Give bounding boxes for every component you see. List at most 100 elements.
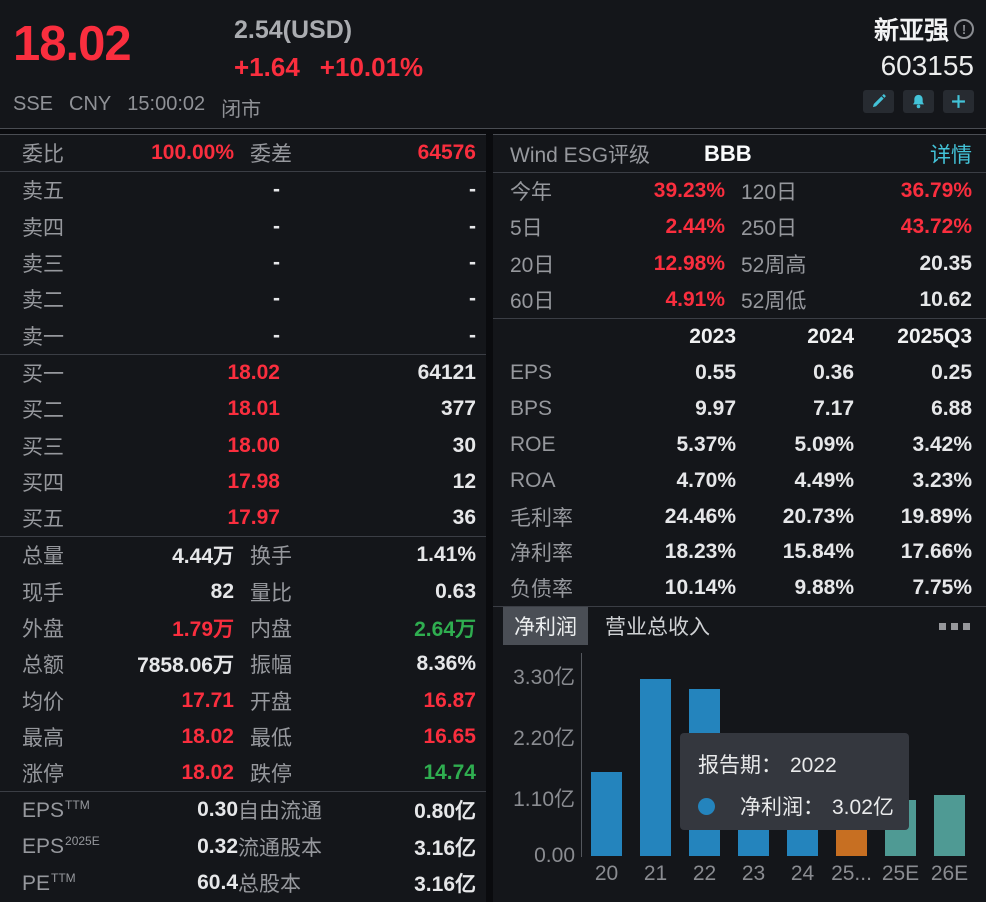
pencil-icon (872, 94, 886, 108)
stat-row: 现手 82 量比 0.63 (0, 574, 486, 610)
bell-icon (913, 94, 924, 109)
bid-volume[interactable]: 36 (452, 506, 476, 530)
edit-button[interactable] (863, 90, 894, 113)
bid-volume[interactable]: 377 (440, 397, 476, 421)
bar-slot (631, 653, 680, 857)
quote-time: 15:00:02 (127, 93, 206, 115)
analytics-panel: Wind ESG评级 BBB 详情 今年 39.23% 120日 36.79% 5日 2.… (493, 134, 986, 902)
bid-level-label: 买一 (22, 362, 64, 386)
metric-value: 60.4 (197, 871, 238, 895)
stat-label: 跌停 (250, 763, 292, 787)
ask-volume[interactable]: - (469, 323, 476, 347)
stat-label: 外盘 (22, 618, 64, 641)
stock-name: 新亚强 (873, 17, 949, 45)
ask-level-label: 卖一 (22, 325, 64, 349)
stat-row: 外盘 1.79万 内盘 2.64万 (0, 610, 486, 646)
ask-price[interactable]: - (273, 287, 280, 311)
add-button[interactable] (943, 90, 974, 113)
financials-row: 负债率 10.14% 9.88% 7.75% (493, 570, 986, 606)
ask-volume[interactable]: - (469, 251, 476, 275)
tab-total-revenue[interactable]: 营业总收入 (605, 616, 710, 640)
period-return: 2.44% (665, 215, 725, 239)
stat-row: 最高 18.02 最低 16.65 (0, 719, 486, 755)
y-axis-tick-label: 1.10亿 (513, 788, 575, 812)
stat-value: 2.64万 (414, 618, 476, 641)
financial-metric-value: 9.97 (695, 396, 736, 420)
divider (493, 318, 986, 320)
financial-metric-value: 18.23% (664, 540, 736, 564)
bid-price[interactable]: 18.00 (227, 433, 280, 457)
ask-price[interactable]: - (273, 323, 280, 347)
bid-row: 买二 18.01 377 (0, 391, 486, 427)
market-status-bar: SSE CNY 15:00:02 闭市 (13, 93, 261, 122)
bar[interactable] (934, 795, 965, 857)
performance-row: 5日 2.44% 250日 43.72% (493, 209, 986, 245)
bid-row: 买五 17.97 36 (0, 500, 486, 536)
financial-metric-label: 负债率 (510, 578, 573, 602)
alert-button[interactable] (903, 90, 934, 113)
financials-row: EPS 0.55 0.36 0.25 (493, 355, 986, 391)
stat-value: 14.74 (423, 761, 476, 785)
chart-menu-icon[interactable] (939, 622, 970, 630)
fundamental-row: PETTM 60.4 总股本 3.16亿 (0, 865, 486, 901)
esg-label: Wind ESG评级 (510, 143, 651, 167)
metric-value: 3.16亿 (414, 836, 476, 860)
bid-ratio-label: 委比 (22, 143, 64, 167)
bar[interactable] (640, 678, 671, 857)
period-return: 39.23% (653, 179, 725, 203)
stat-value: 1.41% (416, 543, 476, 567)
financial-metric-value: 9.88% (794, 576, 854, 600)
usd-price: 2.54(USD) (234, 16, 353, 44)
divider (0, 353, 486, 355)
stat-label: 总量 (22, 545, 64, 569)
period-label: 52周高 (741, 253, 807, 277)
x-axis-label: 25E (881, 862, 920, 886)
bid-volume[interactable]: 12 (452, 469, 476, 493)
x-axis-label: 25... (831, 862, 872, 886)
ask-volume[interactable]: - (469, 178, 476, 202)
stat-label: 开盘 (250, 690, 292, 714)
bid-price[interactable]: 17.97 (227, 506, 280, 530)
performance-section: 今年 39.23% 120日 36.79% 5日 2.44% 250日 43.72% 20日 12… (493, 173, 986, 318)
x-axis-label: 20 (594, 862, 619, 886)
financial-metric-label: BPS (510, 396, 553, 420)
ask-row: 卖四 - - (0, 209, 486, 245)
tab-net-profit[interactable]: 净利润 (503, 607, 588, 646)
metric-value: 3.16亿 (414, 873, 476, 897)
order-book-panel: 委比 100.00% 委差 64576 卖五 - - 卖四 - - 卖三 - - 卖二 - - 卖一 - -… (0, 134, 486, 902)
stat-value: 7858.06万 (137, 654, 234, 678)
ask-volume[interactable]: - (469, 214, 476, 238)
bid-level-label: 买三 (22, 435, 64, 459)
bid-price[interactable]: 18.01 (227, 397, 280, 421)
y-axis-line (581, 653, 582, 858)
x-axis-labels: 20 21 22 23 24 25... 25E 26E (582, 862, 974, 886)
ask-price[interactable]: - (273, 178, 280, 202)
y-axis-tick-label: 0.00 (534, 844, 575, 868)
bid-volume[interactable]: 64121 (417, 360, 476, 384)
bar-slot (582, 653, 631, 857)
esg-detail-link[interactable]: 详情 (930, 143, 972, 167)
info-icon[interactable]: ! (954, 19, 974, 39)
bid-ratio-value: 100.00% (151, 141, 234, 165)
period-return: 20.35 (919, 251, 972, 275)
fundamental-row: EPSTTM 0.30 自由流通 0.80亿 (0, 792, 486, 828)
ask-price[interactable]: - (273, 251, 280, 275)
valuation-stats: EPSTTM 0.30 自由流通 0.80亿 EPS2025E 0.32 流通股… (0, 792, 486, 901)
bid-ratio-row: 委比 100.00% 委差 64576 (0, 135, 486, 171)
ask-volume[interactable]: - (469, 287, 476, 311)
period-label: 今年 (510, 181, 552, 205)
bid-volume[interactable]: 30 (452, 433, 476, 457)
x-axis-label: 26E (930, 862, 969, 886)
stat-value: 16.65 (423, 724, 476, 748)
x-axis-label: 23 (741, 862, 766, 886)
tooltip-series-value: 3.02亿 (832, 796, 894, 820)
intraday-stats: 总量 4.44万 换手 1.41% 现手 82 量比 0.63 外盘 1.79万 内盘 2.64万 总额… (0, 537, 486, 791)
bid-price[interactable]: 17.98 (227, 469, 280, 493)
bar[interactable] (591, 772, 622, 857)
ask-price[interactable]: - (273, 214, 280, 238)
performance-row: 60日 4.91% 52周低 10.62 (493, 282, 986, 318)
financial-metric-value: 15.84% (782, 540, 854, 564)
bid-price[interactable]: 18.02 (227, 360, 280, 384)
divider (493, 172, 986, 173)
period-label: 52周低 (741, 290, 807, 314)
